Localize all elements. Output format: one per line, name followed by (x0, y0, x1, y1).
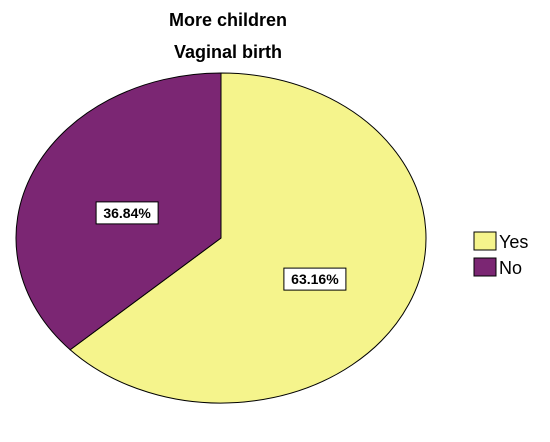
legend-swatch-no (473, 257, 497, 277)
chart-title: More children (169, 10, 287, 30)
data-label-text: 36.84% (103, 205, 151, 221)
data-label-no: 36.84% (95, 201, 159, 225)
data-label-text: 63.16% (291, 271, 339, 287)
pie-slices (15, 72, 427, 404)
legend-entry-yes: Yes (473, 231, 528, 252)
legend: Yes No (473, 231, 528, 278)
legend-label-no: No (499, 258, 522, 278)
data-label-box (95, 201, 159, 225)
legend-label-yes: Yes (499, 232, 528, 252)
data-label-box (283, 267, 347, 291)
chart-subtitle: Vaginal birth (174, 42, 282, 62)
legend-entry-no: No (473, 257, 522, 278)
pie-data-labels: 63.16% 36.84% (95, 201, 347, 291)
data-label-yes: 63.16% (283, 267, 347, 291)
pie-slice-yes (69, 72, 427, 404)
legend-swatch-yes (473, 231, 497, 251)
